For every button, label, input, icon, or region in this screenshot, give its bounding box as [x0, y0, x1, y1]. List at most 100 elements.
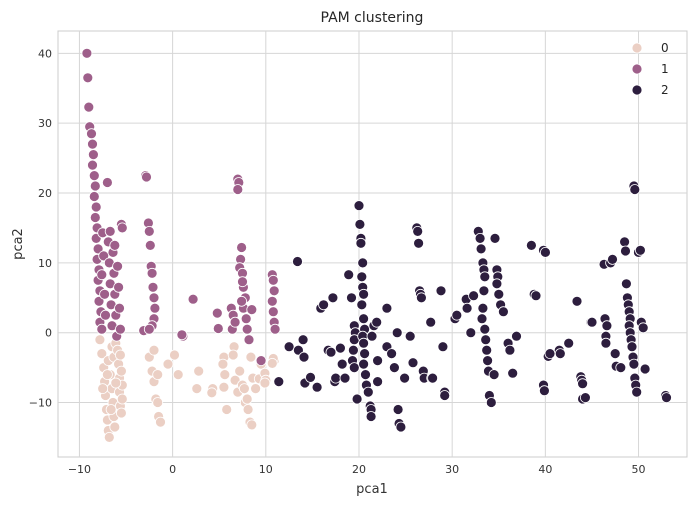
- data-point: [359, 348, 371, 360]
- data-point: [218, 381, 230, 393]
- y-tick-label: 20: [38, 187, 52, 200]
- x-tick-label: 20: [352, 463, 366, 476]
- data-point: [191, 383, 203, 395]
- data-point: [571, 295, 583, 307]
- data-point: [212, 323, 224, 334]
- data-point: [96, 348, 108, 360]
- x-tick-label: 30: [445, 463, 459, 476]
- data-point: [229, 374, 241, 386]
- data-point: [81, 47, 93, 59]
- data-point: [112, 260, 123, 272]
- data-point: [395, 421, 407, 433]
- x-tick-label: 40: [538, 463, 552, 476]
- data-point: [346, 292, 357, 304]
- series-1: [81, 47, 281, 367]
- data-point: [511, 330, 522, 342]
- data-point: [488, 369, 500, 381]
- data-point: [358, 337, 370, 349]
- data-point: [246, 304, 258, 316]
- data-point: [232, 184, 244, 195]
- data-point: [354, 218, 366, 230]
- series-0: [94, 334, 280, 443]
- data-point: [162, 358, 174, 370]
- data-point: [104, 225, 116, 237]
- x-tick-label: 0: [169, 463, 176, 476]
- data-point: [489, 232, 501, 244]
- legend-label: 2: [661, 83, 669, 97]
- data-point: [88, 170, 100, 182]
- data-point: [116, 365, 127, 377]
- data-point: [82, 72, 94, 84]
- data-point: [586, 316, 598, 328]
- x-tick-label: 10: [259, 463, 273, 476]
- y-axis-label: pca2: [11, 228, 26, 260]
- data-point: [626, 341, 638, 353]
- data-point: [109, 421, 121, 433]
- data-point: [493, 288, 505, 300]
- data-point: [88, 191, 100, 202]
- data-point: [143, 323, 155, 335]
- data-point: [240, 313, 252, 325]
- data-point: [343, 269, 355, 281]
- data-point: [482, 355, 494, 367]
- data-point: [415, 292, 427, 304]
- data-point: [89, 180, 101, 192]
- data-point: [229, 316, 241, 328]
- data-point: [269, 323, 281, 335]
- data-point: [539, 385, 550, 397]
- data-point: [339, 372, 351, 384]
- data-point: [211, 307, 223, 319]
- data-point: [661, 392, 672, 404]
- data-point: [148, 292, 160, 304]
- data-point: [94, 334, 106, 346]
- data-point: [283, 341, 295, 353]
- data-point: [635, 244, 646, 256]
- data-point: [601, 320, 613, 332]
- legend-marker: [631, 63, 643, 75]
- data-point: [540, 246, 551, 258]
- data-point: [619, 236, 630, 248]
- data-point: [110, 377, 122, 389]
- data-point: [90, 201, 102, 213]
- data-point: [305, 371, 316, 383]
- data-point: [360, 369, 371, 381]
- x-tick-label: −10: [68, 463, 91, 476]
- data-point: [298, 351, 310, 363]
- data-point: [347, 344, 359, 356]
- data-point: [504, 344, 516, 356]
- data-point: [639, 363, 651, 375]
- data-point: [250, 383, 262, 395]
- data-point: [475, 243, 487, 255]
- data-point: [580, 392, 591, 404]
- data-point: [152, 369, 164, 381]
- data-point: [147, 281, 159, 293]
- chart-title: PAM clustering: [321, 10, 424, 26]
- data-point: [544, 348, 556, 360]
- data-point: [103, 431, 115, 443]
- data-point: [479, 323, 491, 335]
- data-point: [246, 419, 258, 431]
- legend: 0 1 2: [631, 41, 669, 97]
- data-point: [169, 349, 180, 361]
- data-point: [259, 377, 271, 389]
- data-point: [530, 290, 542, 302]
- data-point: [358, 358, 370, 370]
- data-point: [480, 334, 492, 346]
- data-point: [437, 341, 449, 353]
- data-point: [193, 365, 205, 377]
- legend-marker: [631, 42, 643, 54]
- data-point: [351, 393, 363, 405]
- data-point: [399, 372, 411, 384]
- y-tick-label: 10: [38, 257, 52, 270]
- data-point: [318, 299, 330, 311]
- data-point: [465, 327, 477, 339]
- data-point: [89, 212, 101, 223]
- data-point: [96, 269, 108, 281]
- data-point: [109, 239, 121, 251]
- data-point: [577, 378, 588, 390]
- data-point: [236, 242, 248, 253]
- data-point: [412, 225, 424, 237]
- data-point: [479, 271, 491, 283]
- data-point: [391, 327, 403, 339]
